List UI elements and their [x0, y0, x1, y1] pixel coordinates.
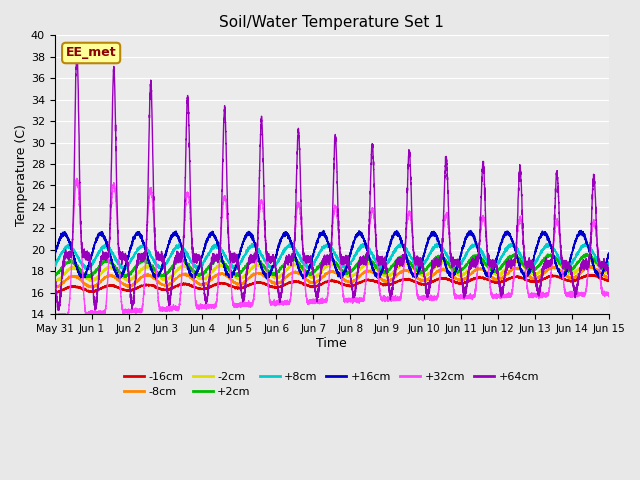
+2cm	[82, 275, 90, 281]
+8cm	[495, 261, 502, 266]
-2cm	[204, 273, 212, 279]
+16cm	[614, 228, 621, 233]
+8cm	[83, 267, 90, 273]
+8cm	[286, 240, 294, 246]
-2cm	[232, 274, 240, 280]
Line: -8cm: -8cm	[55, 265, 640, 288]
-8cm	[566, 275, 574, 280]
Line: -16cm: -16cm	[55, 273, 640, 293]
+64cm	[54, 308, 62, 313]
-8cm	[495, 276, 502, 282]
+8cm	[72, 250, 79, 255]
Y-axis label: Temperature (C): Temperature (C)	[15, 124, 28, 226]
+16cm	[204, 237, 212, 242]
Text: EE_met: EE_met	[66, 47, 116, 60]
-16cm	[623, 270, 631, 276]
+8cm	[566, 262, 574, 267]
-2cm	[495, 272, 502, 277]
+16cm	[495, 250, 502, 256]
-2cm	[51, 279, 59, 285]
-16cm	[566, 278, 574, 284]
+32cm	[73, 175, 81, 181]
-8cm	[316, 277, 324, 283]
-2cm	[52, 279, 60, 285]
+2cm	[72, 261, 79, 266]
-8cm	[72, 274, 79, 279]
Line: +64cm: +64cm	[55, 51, 640, 311]
+32cm	[566, 292, 574, 298]
X-axis label: Time: Time	[316, 336, 347, 349]
-8cm	[51, 285, 59, 291]
+64cm	[316, 277, 324, 283]
-16cm	[204, 285, 212, 291]
-2cm	[316, 270, 324, 276]
+64cm	[495, 274, 502, 279]
-8cm	[232, 280, 240, 286]
+32cm	[51, 314, 59, 320]
+8cm	[51, 263, 59, 268]
-2cm	[623, 255, 630, 261]
+16cm	[51, 253, 59, 259]
+2cm	[232, 274, 240, 279]
+16cm	[316, 233, 324, 239]
-2cm	[566, 271, 574, 276]
+64cm	[204, 290, 212, 296]
+64cm	[232, 257, 240, 263]
Line: +16cm: +16cm	[55, 230, 640, 279]
-16cm	[52, 290, 60, 296]
+32cm	[495, 294, 502, 300]
-16cm	[316, 282, 324, 288]
-8cm	[204, 279, 212, 285]
+32cm	[204, 301, 212, 307]
-16cm	[72, 284, 79, 289]
-16cm	[232, 286, 240, 291]
+2cm	[316, 261, 324, 267]
Line: +2cm: +2cm	[55, 253, 640, 278]
+32cm	[232, 301, 240, 307]
+8cm	[232, 264, 240, 270]
Line: -2cm: -2cm	[55, 258, 640, 282]
+16cm	[232, 263, 240, 269]
+32cm	[57, 315, 65, 321]
Line: +32cm: +32cm	[55, 178, 640, 318]
+16cm	[566, 257, 574, 263]
+16cm	[263, 276, 271, 282]
-8cm	[52, 286, 60, 291]
Title: Soil/Water Temperature Set 1: Soil/Water Temperature Set 1	[220, 15, 444, 30]
+2cm	[51, 274, 59, 279]
+2cm	[620, 250, 627, 256]
+8cm	[204, 252, 212, 258]
+64cm	[73, 48, 81, 54]
+64cm	[72, 88, 79, 94]
-8cm	[622, 263, 630, 268]
+2cm	[204, 265, 212, 271]
+8cm	[316, 249, 324, 254]
+32cm	[316, 301, 324, 307]
-2cm	[72, 265, 79, 271]
+64cm	[566, 262, 574, 268]
-16cm	[51, 289, 59, 295]
Line: +8cm: +8cm	[55, 243, 640, 270]
+64cm	[51, 267, 59, 273]
+16cm	[72, 262, 79, 267]
Legend: -16cm, -8cm, -2cm, +2cm, +8cm, +16cm, +32cm, +64cm: -16cm, -8cm, -2cm, +2cm, +8cm, +16cm, +3…	[120, 367, 543, 402]
+2cm	[495, 267, 502, 273]
+32cm	[72, 182, 79, 188]
+2cm	[566, 266, 574, 272]
-16cm	[495, 280, 502, 286]
